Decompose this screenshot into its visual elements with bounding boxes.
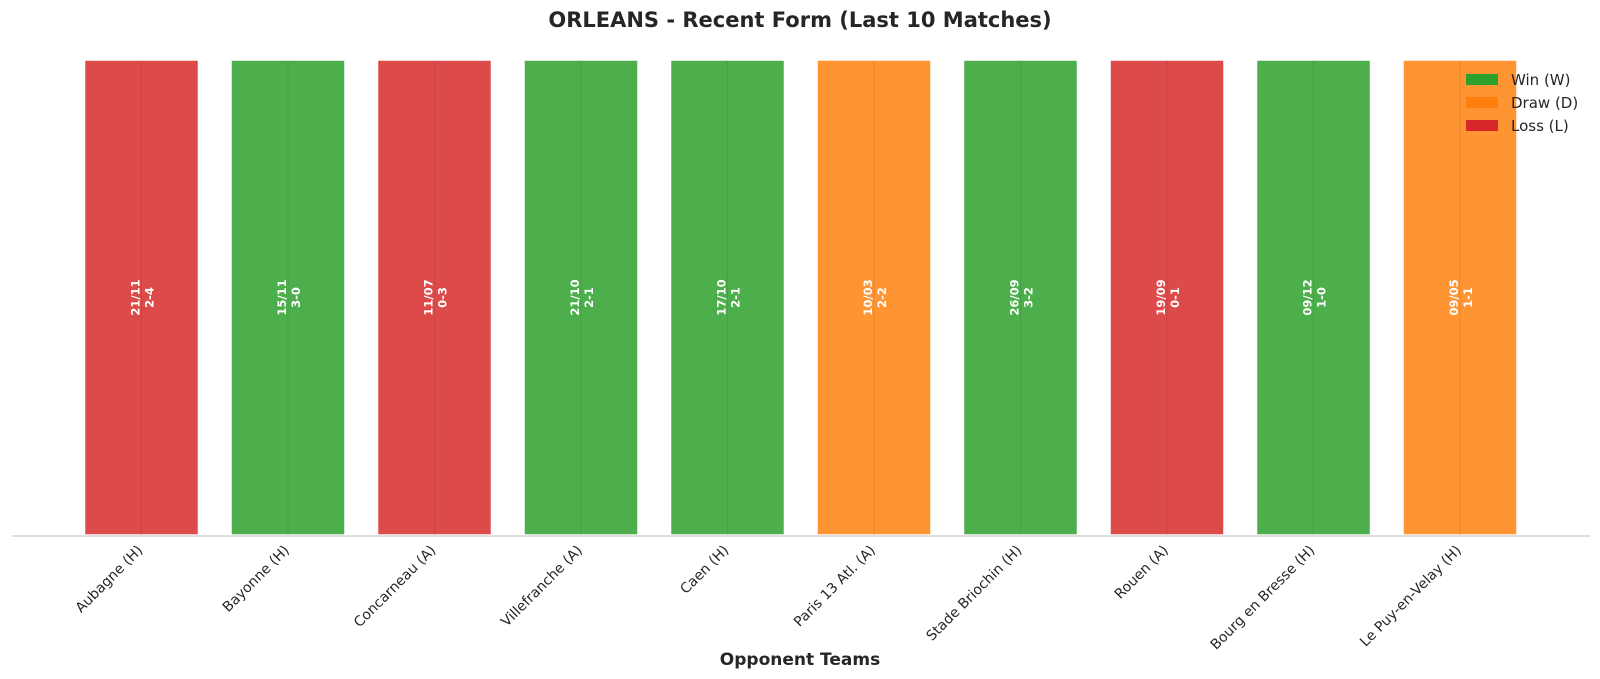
x-tick-labels: Aubagne (H) Bayonne (H) Concarneau (A) Vill… (73, 543, 1465, 654)
x-axis-label: Opponent Teams (720, 650, 880, 670)
x-tick-label-6: Paris 13 Atl. (A) (791, 543, 879, 631)
legend-swatch-l (1466, 120, 1498, 131)
legend-swatch-w (1466, 74, 1498, 85)
x-tick-label-9: Bourg en Bresse (H) (1208, 543, 1319, 654)
bar-9 (1255, 59, 1372, 536)
x-tick-label-8: Rouen (A) (1112, 543, 1172, 603)
bar-label-6: 10/032-2 (861, 279, 889, 315)
legend-label-l: Loss (L) (1511, 117, 1569, 135)
x-tick-label-2: Bayonne (H) (220, 543, 293, 616)
bar-label-1: 21/112-4 (129, 279, 157, 315)
bar-score: 2-2 (875, 287, 889, 308)
bar-label-2: 15/113-0 (275, 279, 303, 315)
bar-score: 0-3 (436, 287, 450, 308)
bar-label-10: 09/051-1 (1447, 279, 1475, 315)
bar-date: 15/11 (275, 279, 289, 315)
bar-10 (1402, 59, 1518, 536)
bar-score: 2-1 (582, 287, 596, 308)
x-tick-label-1: Aubagne (H) (73, 543, 147, 617)
legend-swatch-d (1466, 97, 1498, 108)
bar-2 (230, 59, 346, 536)
legend: Win (W) Draw (D) Loss (L) (1466, 71, 1578, 135)
bar-date: 09/12 (1301, 279, 1315, 315)
x-tick-label-4: Villefranche (A) (498, 543, 586, 631)
bar-4 (523, 59, 639, 536)
bar-score: 3-2 (1022, 287, 1036, 308)
x-tick-label-3: Concarneau (A) (351, 543, 439, 631)
bar-date: 19/09 (1154, 279, 1168, 315)
bar-score: 2-1 (729, 287, 743, 308)
bar-3 (376, 59, 493, 536)
bar-score: 0-1 (1168, 287, 1182, 308)
bar-7 (962, 59, 1079, 536)
bar-date: 21/11 (129, 279, 143, 315)
bar-label-5: 17/102-1 (715, 279, 743, 315)
chart-title: ORLEANS - Recent Form (Last 10 Matches) (548, 8, 1051, 32)
bar-score: 1-0 (1315, 287, 1329, 308)
bar-date: 09/05 (1447, 279, 1461, 315)
bar-date: 21/10 (568, 279, 582, 315)
x-tick-label-5: Caen (H) (677, 543, 732, 598)
bar-score: 3-0 (289, 287, 303, 308)
bars-group: 21/112-4 15/113-0 11/070-3 21/102-1 17/102-1… (83, 59, 1518, 536)
x-tick-label-7: Stade Briochin (H) (924, 543, 1026, 645)
legend-label-w: Win (W) (1511, 71, 1570, 89)
bar-label-7: 26/093-2 (1008, 279, 1036, 315)
bar-6 (816, 59, 932, 536)
bar-date: 10/03 (861, 279, 875, 315)
x-tick-label-10: Le Puy-en-Velay (H) (1357, 543, 1465, 651)
legend-label-d: Draw (D) (1511, 94, 1578, 112)
bar-label-8: 19/090-1 (1154, 279, 1182, 315)
bar-score: 2-4 (143, 287, 157, 308)
bar-date: 17/10 (715, 279, 729, 315)
bar-8 (1109, 59, 1225, 536)
bar-label-3: 11/070-3 (422, 279, 450, 315)
bar-label-9: 09/121-0 (1301, 279, 1329, 315)
bar-1 (83, 59, 200, 536)
bar-label-4: 21/102-1 (568, 279, 596, 315)
bar-5 (669, 59, 786, 536)
bar-date: 26/09 (1008, 279, 1022, 315)
bar-date: 11/07 (422, 279, 436, 315)
bar-score: 1-1 (1461, 287, 1475, 308)
